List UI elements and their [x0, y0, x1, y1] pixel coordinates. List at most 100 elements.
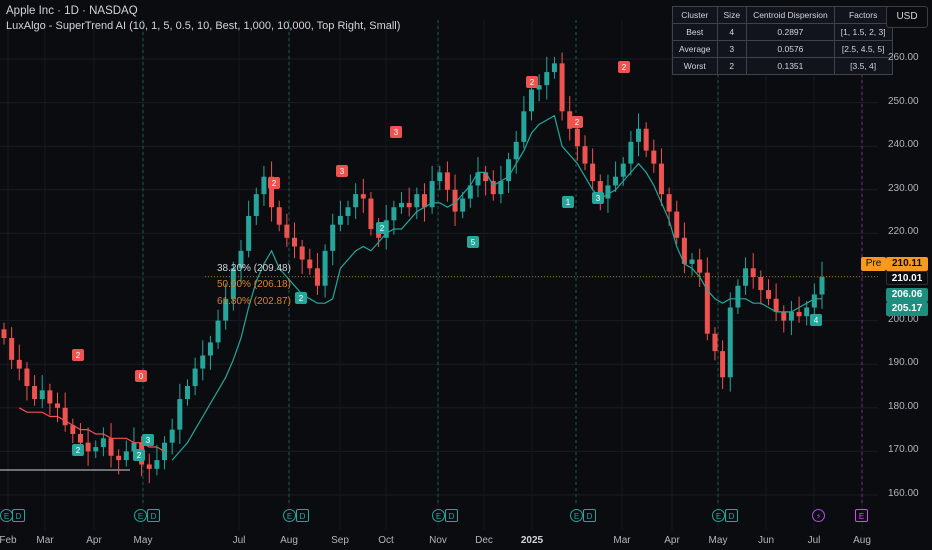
signal-marker-bear: 2 — [72, 349, 84, 361]
signal-marker-bear: 0 — [135, 370, 147, 382]
cell: Average — [672, 40, 718, 58]
candle-body — [528, 89, 534, 112]
cell: [1, 1.5, 2, 3] — [833, 23, 893, 41]
indicator-label[interactable]: LuxAlgo - SuperTrend AI (10, 1, 5, 0.5, … — [6, 20, 401, 32]
time-tick: Mar — [36, 535, 54, 546]
candle-body — [697, 259, 703, 273]
candle-body — [704, 272, 710, 334]
symbol-title[interactable]: Apple Inc · 1D · NASDAQ — [6, 5, 138, 17]
candle-body — [483, 172, 489, 182]
candle-body — [444, 172, 450, 190]
candle-body — [689, 259, 695, 264]
candle-body — [108, 438, 114, 456]
candle-body — [162, 442, 168, 461]
fib-level-38: 38.20% (209.48) — [217, 263, 291, 274]
signal-badge — [268, 177, 280, 189]
signal-badge — [618, 61, 630, 73]
cell: 0.2897 — [746, 23, 835, 41]
fib-level-50: 50.00% (206.18) — [217, 279, 291, 290]
price-tick: 250.00 — [888, 95, 919, 107]
time-tick: Aug — [280, 535, 298, 546]
earnings-icon[interactable]: E — [712, 509, 725, 522]
earnings-icon[interactable]: E — [570, 509, 583, 522]
candle-body — [437, 172, 443, 182]
dividend-icon[interactable]: D — [725, 509, 738, 522]
cell: [3.5, 4] — [833, 57, 893, 75]
price-tick: 160.00 — [888, 488, 919, 499]
candle-body — [314, 268, 320, 286]
time-tick: May — [708, 535, 728, 546]
earnings-icon[interactable]: E — [134, 509, 147, 522]
dividend-icon[interactable]: D — [147, 509, 160, 522]
header-cell: Cluster — [672, 6, 718, 24]
supertrend-lower-tag: 205.17 — [886, 302, 928, 316]
cell: 0.0576 — [746, 40, 835, 58]
signal-label: 2 — [530, 78, 535, 87]
candle-body — [93, 447, 99, 452]
candle-body — [9, 338, 15, 360]
time-tick: Apr — [86, 535, 102, 546]
price-tick: 190.00 — [888, 357, 919, 369]
signal-label: 1 — [566, 198, 571, 207]
signal-marker-bull: 2 — [376, 222, 388, 234]
candle-body — [506, 159, 512, 182]
lightning-icon[interactable]: ⚡ — [812, 509, 825, 522]
candle-body — [368, 198, 374, 230]
candle-body — [330, 224, 336, 251]
candle-body — [100, 438, 106, 448]
signal-marker-bear: 2 — [618, 61, 630, 73]
candle-body — [720, 351, 726, 378]
signal-badge — [467, 236, 479, 248]
currency-button[interactable]: USD — [886, 6, 928, 28]
candle-body — [811, 294, 817, 308]
candle-body — [123, 451, 129, 461]
candle-body — [55, 403, 61, 408]
signal-badge — [142, 434, 154, 446]
signal-label: 3 — [596, 194, 601, 203]
dividend-icon[interactable]: D — [296, 509, 309, 522]
candle-body — [253, 194, 259, 216]
supertrend-bear-line — [18, 407, 165, 452]
candle-body — [269, 176, 275, 208]
earnings-icon[interactable]: E — [432, 509, 445, 522]
price-tick: 180.00 — [888, 400, 919, 412]
candle-body — [796, 311, 802, 317]
candle-body — [750, 268, 756, 277]
candle-body — [16, 359, 22, 369]
dividend-icon[interactable]: D — [445, 509, 458, 522]
price-tick: 220.00 — [888, 226, 919, 238]
candle-body — [200, 355, 206, 369]
candle-body — [467, 185, 473, 199]
candle-body — [521, 111, 527, 142]
candle-body — [636, 128, 642, 142]
candle-body — [498, 181, 504, 195]
dividend-icon[interactable]: D — [12, 509, 25, 522]
signal-label: 5 — [471, 238, 476, 247]
candle-body — [681, 237, 687, 264]
candle-body — [536, 85, 542, 90]
candle-body — [307, 259, 313, 269]
candle-body — [238, 250, 244, 269]
signal-label: 4 — [814, 316, 819, 325]
cluster-table: Cluster Size Centroid Dispersion Factors… — [672, 6, 893, 75]
signal-label: 2 — [575, 118, 580, 127]
dividend-icon[interactable]: D — [583, 509, 596, 522]
candle-body — [651, 150, 657, 164]
cell: 0.1351 — [746, 57, 835, 75]
signal-marker-bull: 3 — [592, 192, 604, 204]
signal-badge — [336, 165, 348, 177]
earnings-icon[interactable]: E — [283, 509, 296, 522]
candle-body — [39, 390, 45, 400]
cluster-row-average: Average 3 0.0576 [2.5, 4.5, 5] — [672, 40, 893, 58]
candle-body — [169, 429, 175, 443]
earnings-icon[interactable]: E — [855, 509, 868, 522]
chart-header: Apple Inc · 1D · NASDAQ LuxAlgo - SuperT… — [6, 4, 400, 34]
candle-body — [192, 368, 198, 386]
signal-label: 3 — [394, 128, 399, 137]
signal-badge — [72, 349, 84, 361]
signal-marker-bull: 4 — [810, 314, 822, 326]
candle-body — [207, 342, 213, 356]
price-tick: 200.00 — [888, 313, 919, 325]
